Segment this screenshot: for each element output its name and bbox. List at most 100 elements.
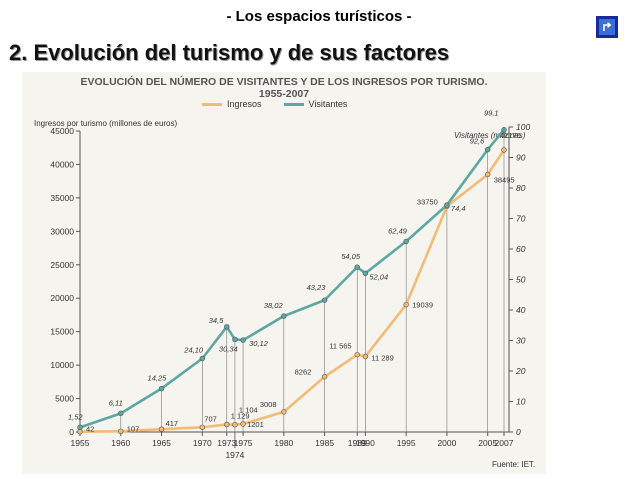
data-label-ingresos: 8262 bbox=[295, 368, 312, 377]
y-left-tick-label: 20000 bbox=[50, 293, 74, 303]
data-label-visitantes: 52,04 bbox=[369, 272, 388, 281]
data-label-ingresos: 107 bbox=[127, 424, 140, 433]
chart-title-line1: EVOLUCIÓN DEL NÚMERO DE VISITANTES Y DE … bbox=[80, 76, 488, 88]
y-right-tick-label: 90 bbox=[516, 153, 526, 163]
legend-label-ingresos: Ingresos bbox=[227, 99, 262, 109]
y-left-tick-label: 45000 bbox=[50, 126, 74, 136]
chart-source: Fuente: IET. bbox=[492, 460, 536, 469]
chart-title: EVOLUCIÓN DEL NÚMERO DE VISITANTES Y DE … bbox=[22, 76, 546, 100]
y-axis-right-label: Visitantes (millones) bbox=[454, 131, 526, 140]
y-axis-left-label: Ingresos por turismo (millones de euros) bbox=[34, 119, 178, 128]
data-point-visitantes bbox=[321, 297, 328, 303]
data-point-visitantes bbox=[444, 202, 450, 208]
data-label-visitantes: 30,34 bbox=[219, 344, 238, 353]
data-point-visitantes bbox=[77, 424, 83, 431]
data-point-ingresos bbox=[199, 424, 206, 430]
data-point-ingresos bbox=[232, 421, 238, 428]
y-right-tick-label: 20 bbox=[515, 366, 526, 376]
y-left-tick-label: 30000 bbox=[50, 226, 74, 236]
data-label-visitantes: 30,12 bbox=[249, 339, 269, 348]
y-right-tick-label: 30 bbox=[516, 336, 526, 346]
data-label-ingresos: 1 129 bbox=[231, 411, 250, 420]
x-tick-label: 1965 bbox=[152, 438, 171, 448]
x-tick-label: 1989 bbox=[348, 438, 367, 448]
y-right-tick-label: 40 bbox=[516, 305, 526, 315]
y-left-tick-label: 10000 bbox=[50, 360, 74, 370]
data-point-visitantes bbox=[362, 270, 369, 276]
data-label-ingresos: 11 289 bbox=[371, 353, 393, 362]
y-right-tick-label: 60 bbox=[516, 244, 526, 254]
data-label-visitantes: 99,1 bbox=[484, 109, 499, 118]
x-tick-label: 1970 bbox=[193, 438, 212, 448]
data-point-visitantes bbox=[232, 336, 238, 343]
y-left-tick-label: 25000 bbox=[50, 260, 74, 270]
data-label-ingresos: 707 bbox=[204, 414, 217, 423]
y-left-tick-label: 0 bbox=[69, 427, 74, 437]
data-point-visitantes bbox=[199, 355, 206, 362]
y-left-tick-label: 5000 bbox=[55, 394, 74, 404]
data-label-visitantes: 74,4 bbox=[451, 204, 466, 213]
data-label-visitantes: 54,05 bbox=[341, 252, 361, 261]
x-tick-label: 1980 bbox=[274, 438, 293, 448]
x-tick-label-1974: 1974 bbox=[225, 450, 244, 460]
data-label-ingresos: 417 bbox=[166, 419, 179, 428]
data-label-ingresos: 11 565 bbox=[329, 342, 351, 351]
y-right-tick-label: 80 bbox=[516, 183, 526, 193]
x-tick-label: 1973 bbox=[217, 438, 236, 448]
data-point-ingresos bbox=[224, 421, 230, 428]
data-point-visitantes bbox=[158, 385, 165, 392]
chart-plot: Ingresos por turismo (millones de euros)… bbox=[34, 109, 530, 460]
legend-item-ingresos: Ingresos bbox=[202, 99, 262, 109]
data-label-visitantes: 62,49 bbox=[388, 226, 408, 235]
data-point-ingresos bbox=[484, 171, 491, 178]
x-tick-label: 2005 bbox=[478, 438, 497, 448]
series-line-ingresos bbox=[79, 149, 506, 434]
data-point-visitantes bbox=[281, 313, 287, 319]
y-right-tick-label: 100 bbox=[516, 122, 530, 132]
chart-container: EVOLUCIÓN DEL NÚMERO DE VISITANTES Y DE … bbox=[22, 72, 546, 474]
x-tick-label: 1955 bbox=[71, 438, 90, 448]
data-label-visitantes: 38,02 bbox=[264, 301, 284, 310]
data-label-ingresos: 33750 bbox=[417, 197, 438, 206]
data-label-ingresos: 42170 bbox=[500, 131, 521, 140]
data-point-ingresos bbox=[354, 351, 360, 358]
x-tick-label: 1960 bbox=[111, 438, 130, 448]
x-tick-label: 2007 bbox=[495, 438, 514, 448]
data-point-visitantes bbox=[501, 127, 507, 133]
chart-title-line2: 1955-2007 bbox=[258, 88, 310, 100]
data-point-visitantes bbox=[484, 146, 491, 153]
legend-swatch-ingresos bbox=[202, 102, 222, 106]
return-arrow-icon bbox=[598, 18, 616, 36]
data-label-visitantes: 6,11 bbox=[109, 398, 123, 407]
data-label-ingresos: 3008 bbox=[260, 400, 277, 409]
x-tick-label: 1975 bbox=[234, 438, 253, 448]
data-label-ingresos: 38495 bbox=[494, 176, 515, 185]
y-right-tick-label: 70 bbox=[516, 214, 526, 224]
y-right-tick-label: 50 bbox=[516, 275, 526, 285]
data-point-visitantes bbox=[240, 337, 246, 343]
data-label-visitantes: 24,10 bbox=[183, 345, 204, 354]
legend-swatch-visitantes bbox=[283, 102, 304, 106]
data-label-visitantes: 1,52 bbox=[68, 412, 83, 421]
data-label-ingresos: 1 104 bbox=[239, 406, 258, 415]
data-label-ingresos: 42 bbox=[86, 425, 94, 434]
data-label-visitantes: 34,5 bbox=[209, 316, 224, 325]
x-tick-label: 1985 bbox=[315, 438, 334, 448]
x-tick-label: 2000 bbox=[437, 438, 456, 448]
data-label-visitantes: 14,25 bbox=[148, 374, 168, 383]
data-label-visitantes: 43,23 bbox=[307, 283, 327, 292]
y-left-tick-label: 40000 bbox=[50, 159, 74, 169]
data-point-ingresos bbox=[403, 301, 409, 308]
slide-title: 2. Evolución del turismo y de sus factor… bbox=[9, 40, 450, 65]
chart-legend: Ingresos Visitantes bbox=[202, 99, 347, 109]
data-label-ingresos: 1201 bbox=[247, 420, 264, 429]
y-right-tick-label: 0 bbox=[516, 427, 521, 437]
series-line-visitantes bbox=[79, 128, 506, 429]
data-point-visitantes bbox=[224, 324, 230, 330]
data-point-ingresos bbox=[501, 147, 507, 153]
data-point-ingresos bbox=[362, 353, 369, 360]
y-left-tick-label: 15000 bbox=[50, 327, 74, 337]
data-point-visitantes bbox=[403, 238, 409, 245]
back-button[interactable] bbox=[596, 16, 618, 38]
data-point-ingresos bbox=[158, 426, 165, 432]
